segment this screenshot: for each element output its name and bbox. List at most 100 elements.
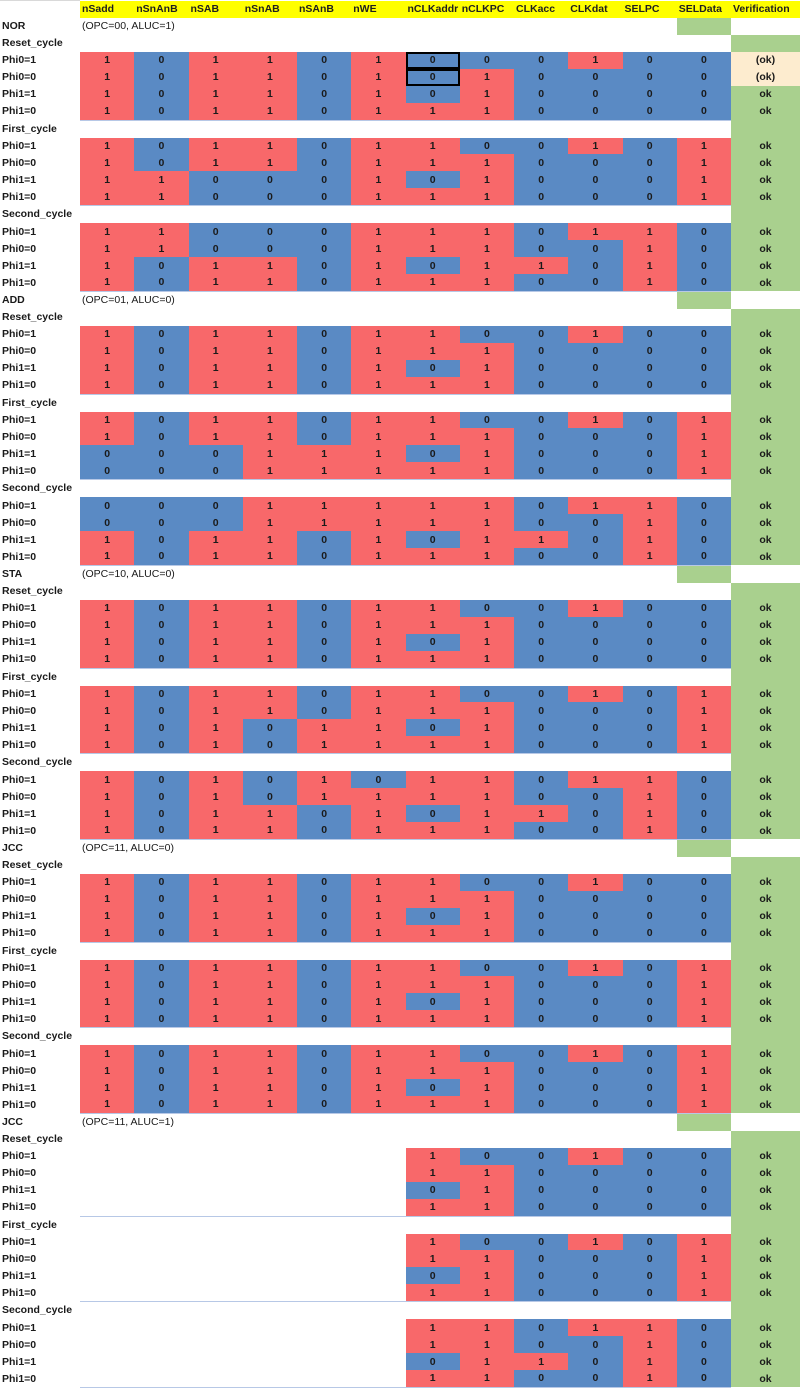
verification-cell[interactable]: ok [731,137,800,155]
phase-label[interactable]: Phi1=0 [2,653,37,666]
signal-cell-nclkpc[interactable]: 1 [459,102,514,121]
signal-cell-seldata[interactable]: 1 [676,1079,731,1096]
empty-cell[interactable] [242,120,297,138]
signal-cell-nclkaddr[interactable]: 0 [405,257,460,274]
signal-cell-clkacc[interactable]: 0 [514,68,569,86]
signal-cell-selpc[interactable]: 1 [622,1336,677,1354]
empty-cell[interactable] [459,565,514,583]
empty-cell[interactable] [297,668,352,686]
signal-cell-nclkaddr[interactable]: 1 [405,976,460,994]
empty-cell[interactable] [622,753,677,772]
signal-cell-selpc[interactable]: 0 [622,188,677,207]
signal-cell-selpc[interactable]: 0 [622,599,677,617]
signal-cell-nclkaddr[interactable]: 1 [405,462,460,481]
empty-cell[interactable] [405,205,460,224]
verification-cell[interactable]: ok [731,188,800,206]
signal-cell-selpc[interactable]: 0 [622,976,677,994]
empty-cell[interactable] [351,120,406,138]
signal-cell-nsadd[interactable]: 1 [80,959,135,977]
signal-cell-nclkpc[interactable]: 1 [459,1250,514,1268]
signal-cell-nsnanb[interactable] [134,1284,189,1303]
signal-cell-nsab[interactable]: 1 [188,1096,243,1114]
signal-cell-nsadd[interactable]: 1 [80,976,135,994]
signal-cell-nsnab[interactable] [242,1267,297,1285]
signal-cell-nsab[interactable] [188,1198,243,1217]
column-header-clkdat[interactable]: CLKdat [568,0,623,18]
cycle-name[interactable]: Reset_cycle [2,585,63,598]
empty-cell[interactable] [405,479,460,498]
verification-cell[interactable] [731,120,800,138]
empty-cell[interactable] [80,308,135,326]
empty-cell[interactable] [351,479,406,498]
verification-cell[interactable]: ok [731,85,800,103]
signal-cell-nclkpc[interactable]: 1 [459,223,514,241]
verification-cell[interactable]: ok [731,223,800,241]
signal-cell-nwe[interactable]: 1 [351,1045,406,1063]
signal-cell-nsab[interactable]: 0 [188,445,243,463]
signal-cell-selpc[interactable]: 0 [622,924,677,943]
signal-cell-nclkaddr[interactable]: 0 [405,1181,460,1199]
phase-label[interactable]: Phi1=1 [2,721,37,734]
empty-cell[interactable] [188,1027,243,1046]
signal-cell-clkdat[interactable]: 1 [568,1147,623,1165]
signal-cell-clkdat[interactable]: 0 [568,702,623,720]
signal-cell-nsnab[interactable]: 1 [242,907,297,925]
empty-cell[interactable] [568,479,623,498]
signal-cell-nsanb[interactable]: 0 [297,274,352,292]
signal-cell-nclkaddr[interactable]: 0 [405,531,460,548]
signal-cell-nsnab[interactable] [242,1319,297,1337]
signal-cell-selpc[interactable]: 0 [622,68,677,86]
empty-cell[interactable] [405,394,460,412]
signal-cell-nclkpc[interactable]: 1 [459,497,514,515]
signal-cell-nsanb[interactable]: 0 [297,376,352,395]
empty-cell[interactable] [676,582,731,600]
phase-label[interactable]: Phi0=1 [2,1150,37,1163]
signal-cell-clkacc[interactable]: 0 [514,1181,569,1199]
signal-cell-selpc[interactable]: 0 [622,1233,677,1251]
signal-cell-nsnanb[interactable]: 0 [134,702,189,720]
signal-cell-nsnanb[interactable]: 0 [134,805,189,822]
signal-cell-nsanb[interactable]: 0 [297,993,352,1011]
phase-label[interactable]: Phi1=0 [2,550,37,563]
signal-cell-nsnanb[interactable] [134,1370,189,1388]
signal-cell-clkacc[interactable]: 0 [514,1198,569,1217]
empty-cell[interactable] [676,856,731,874]
signal-cell-nclkpc[interactable]: 1 [459,376,514,395]
phase-label[interactable]: Phi1=0 [2,739,37,752]
signal-cell-nwe[interactable]: 1 [351,685,406,703]
signal-cell-nclkpc[interactable]: 1 [459,154,514,172]
signal-cell-nsab[interactable]: 1 [188,102,243,121]
empty-cell[interactable] [459,1301,514,1320]
phase-label[interactable]: Phi1=0 [2,927,37,940]
signal-cell-seldata[interactable]: 0 [676,907,731,925]
empty-cell[interactable] [351,1027,406,1046]
verification-cell[interactable]: ok [731,771,800,789]
empty-cell[interactable] [514,1130,569,1148]
signal-cell-selpc[interactable]: 0 [622,873,677,891]
signal-cell-nsanb[interactable] [297,1319,352,1337]
signal-cell-seldata[interactable]: 0 [676,633,731,651]
signal-cell-nsnab[interactable] [242,1370,297,1388]
empty-cell[interactable] [351,1216,406,1234]
verification-cell[interactable]: ok [731,274,800,292]
signal-cell-clkdat[interactable]: 0 [568,514,623,532]
signal-cell-nclkpc[interactable]: 0 [459,137,514,155]
signal-cell-seldata[interactable]: 1 [676,171,731,189]
empty-cell[interactable] [568,1113,623,1131]
signal-cell-nclkpc[interactable]: 1 [459,462,514,481]
verification-cell[interactable]: ok [731,924,800,943]
signal-cell-nsanb[interactable]: 0 [297,68,352,86]
empty-cell[interactable] [622,942,677,960]
empty-cell[interactable] [80,1301,135,1320]
signal-cell-nsadd[interactable]: 1 [80,771,135,789]
signal-cell-clkdat[interactable]: 0 [568,1336,623,1354]
signal-cell-clkdat[interactable]: 0 [568,1267,623,1285]
column-header-clkacc[interactable]: CLKacc [514,0,569,18]
signal-cell-selpc[interactable]: 1 [622,257,677,274]
empty-cell[interactable] [405,753,460,772]
cycle-name[interactable]: Reset_cycle [2,37,63,50]
signal-cell-seldata[interactable]: 1 [676,702,731,720]
empty-cell[interactable] [514,753,569,772]
signal-cell-selpc[interactable]: 0 [622,993,677,1011]
cycle-name[interactable]: First_cycle [2,670,57,683]
